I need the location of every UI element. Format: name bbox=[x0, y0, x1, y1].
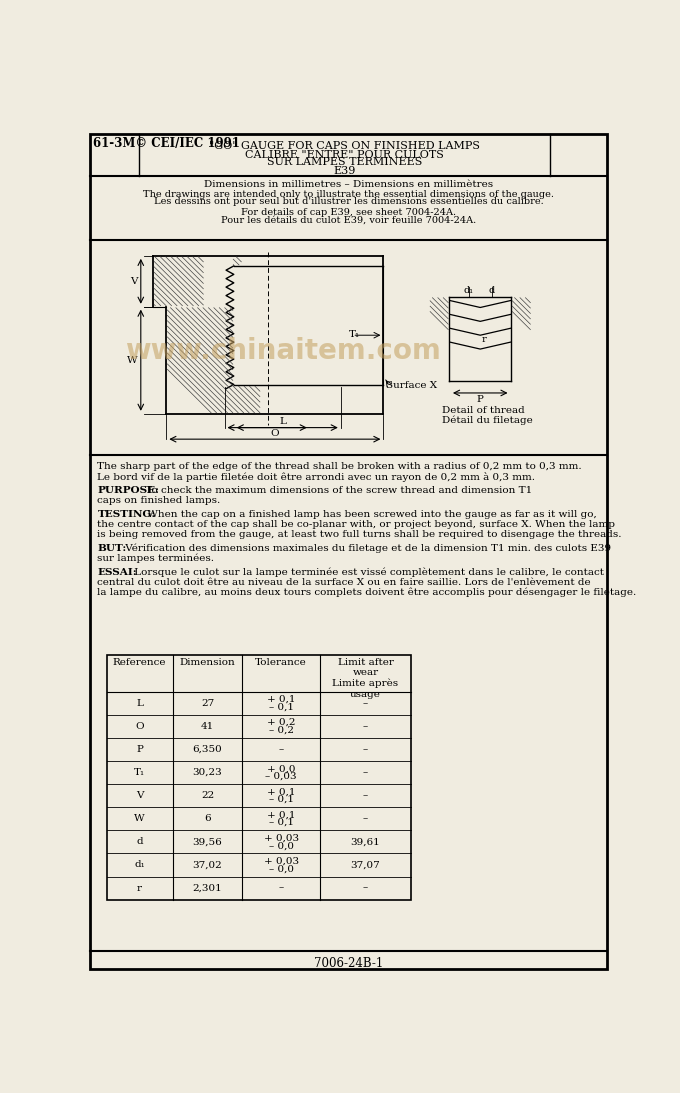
Text: is being removed from the gauge, at least two full turns shall be required to di: is being removed from the gauge, at leas… bbox=[97, 530, 622, 539]
Text: Dimensions in millimetres – Dimensions en millimètres: Dimensions in millimetres – Dimensions e… bbox=[204, 180, 493, 189]
Text: – 0,1: – 0,1 bbox=[269, 819, 294, 827]
Text: The drawings are intended only to illustrate the essential dimensions of the gau: The drawings are intended only to illust… bbox=[143, 190, 554, 199]
Text: 6,350: 6,350 bbox=[192, 745, 222, 754]
Text: 27: 27 bbox=[201, 698, 214, 708]
Text: + 0,1: + 0,1 bbox=[267, 810, 295, 820]
Text: Pour les détails du culot E39, voir feuille 7004-24A.: Pour les détails du culot E39, voir feui… bbox=[221, 215, 476, 225]
Text: d₁: d₁ bbox=[464, 286, 474, 295]
Text: Detail of thread: Detail of thread bbox=[441, 407, 524, 415]
Text: ESSAI:: ESSAI: bbox=[97, 567, 137, 577]
Text: – 0,0: – 0,0 bbox=[269, 865, 294, 873]
Text: CALIBRE "ENTRE" POUR CULOTS: CALIBRE "ENTRE" POUR CULOTS bbox=[245, 150, 444, 160]
Text: –: – bbox=[363, 883, 368, 893]
Text: T₁: T₁ bbox=[348, 330, 360, 339]
Text: + 0,03: + 0,03 bbox=[264, 834, 299, 843]
Text: la lampe du calibre, au moins deux tours complets doivent être accomplis pour dé: la lampe du calibre, au moins deux tours… bbox=[97, 588, 636, 597]
Text: + 0,2: + 0,2 bbox=[267, 718, 295, 727]
Text: E39: E39 bbox=[333, 166, 356, 176]
Text: – 0,1: – 0,1 bbox=[269, 795, 294, 804]
Text: V: V bbox=[130, 277, 137, 285]
Text: r: r bbox=[137, 883, 142, 893]
Text: 2,301: 2,301 bbox=[192, 883, 222, 893]
Text: Lorsque le culot sur la lampe terminée est vissé complètement dans le calibre, l: Lorsque le culot sur la lampe terminée e… bbox=[131, 567, 604, 577]
Text: –: – bbox=[278, 883, 284, 893]
Text: 37,07: 37,07 bbox=[351, 860, 380, 869]
Text: The sharp part of the edge of the thread shall be broken with a radius of 0,2 mm: The sharp part of the edge of the thread… bbox=[97, 462, 582, 471]
Text: Reference: Reference bbox=[113, 658, 167, 667]
Text: – 0,2: – 0,2 bbox=[269, 726, 294, 734]
Text: –: – bbox=[363, 768, 368, 777]
Text: d₁: d₁ bbox=[134, 860, 145, 869]
Text: L: L bbox=[136, 698, 143, 708]
Text: 39,56: 39,56 bbox=[192, 837, 222, 846]
Text: –: – bbox=[278, 745, 284, 754]
Text: –: – bbox=[363, 791, 368, 800]
Text: central du culot doit être au niveau de la surface X ou en faire saillie. Lors d: central du culot doit être au niveau de … bbox=[97, 578, 591, 587]
Text: – 0,1: – 0,1 bbox=[269, 703, 294, 712]
Text: Tolerance: Tolerance bbox=[255, 658, 307, 667]
Text: To check the maximum dimensions of the screw thread and dimension T1: To check the maximum dimensions of the s… bbox=[142, 486, 532, 495]
Text: 22: 22 bbox=[201, 791, 214, 800]
Text: Les dessins ont pour seul but d'illustrer les dimensions essentielles du calibre: Les dessins ont pour seul but d'illustre… bbox=[154, 198, 543, 207]
Text: r: r bbox=[482, 336, 487, 344]
Text: L: L bbox=[279, 418, 286, 426]
Text: Vérification des dimensions maximales du filetage et de la dimension T1 min. des: Vérification des dimensions maximales du… bbox=[122, 544, 611, 553]
Text: + 0,0: + 0,0 bbox=[267, 764, 295, 773]
Text: Surface X: Surface X bbox=[386, 381, 437, 390]
Text: 39,61: 39,61 bbox=[351, 837, 380, 846]
Text: When the cap on a finished lamp has been screwed into the gauge as far as it wil: When the cap on a finished lamp has been… bbox=[144, 510, 596, 519]
Text: For details of cap E39, see sheet 7004-24A.: For details of cap E39, see sheet 7004-2… bbox=[241, 208, 456, 218]
Text: 30,23: 30,23 bbox=[192, 768, 222, 777]
Text: –: – bbox=[363, 814, 368, 823]
Text: TESTING:: TESTING: bbox=[97, 510, 156, 519]
Text: Détail du filetage: Détail du filetage bbox=[441, 415, 532, 425]
Text: W: W bbox=[135, 814, 145, 823]
Text: caps on finished lamps.: caps on finished lamps. bbox=[97, 496, 220, 505]
Text: 7006-24B-1: 7006-24B-1 bbox=[314, 956, 383, 969]
Text: P: P bbox=[477, 395, 483, 403]
Text: P: P bbox=[136, 745, 143, 754]
Text: d: d bbox=[136, 837, 143, 846]
Text: + 0,1: + 0,1 bbox=[267, 695, 295, 704]
Text: www.chinaitem.com: www.chinaitem.com bbox=[124, 337, 441, 365]
Text: Dimension: Dimension bbox=[180, 658, 235, 667]
Text: W: W bbox=[127, 355, 137, 365]
Text: the centre contact of the cap shall be co-planar with, or project beyond, surfac: the centre contact of the cap shall be c… bbox=[97, 520, 615, 529]
Text: 41: 41 bbox=[201, 721, 214, 731]
Text: 6: 6 bbox=[204, 814, 211, 823]
Text: 61-3M© CEI/IEC 1991: 61-3M© CEI/IEC 1991 bbox=[92, 138, 239, 151]
Text: + 0,1: + 0,1 bbox=[267, 787, 295, 797]
Text: V: V bbox=[136, 791, 143, 800]
Text: T₁: T₁ bbox=[134, 768, 146, 777]
Text: Limit after
wear
Limite après
usage: Limit after wear Limite après usage bbox=[333, 658, 398, 698]
Text: "GO" GAUGE FOR CAPS ON FINISHED LAMPS: "GO" GAUGE FOR CAPS ON FINISHED LAMPS bbox=[209, 141, 480, 151]
Text: sur lampes terminées.: sur lampes terminées. bbox=[97, 554, 214, 563]
Text: Le bord vif de la partie filetée doit être arrondi avec un rayon de 0,2 mm à 0,3: Le bord vif de la partie filetée doit êt… bbox=[97, 472, 535, 482]
Bar bbox=[107, 655, 411, 900]
Text: –: – bbox=[363, 698, 368, 708]
Text: O: O bbox=[135, 721, 144, 731]
Text: PURPOSE:: PURPOSE: bbox=[97, 486, 159, 495]
Text: BUT:: BUT: bbox=[97, 544, 126, 553]
Text: d: d bbox=[489, 286, 495, 295]
Text: – 0,03: – 0,03 bbox=[265, 772, 297, 780]
Text: 37,02: 37,02 bbox=[192, 860, 222, 869]
Text: – 0,0: – 0,0 bbox=[269, 842, 294, 850]
Text: + 0,03: + 0,03 bbox=[264, 857, 299, 866]
Text: –: – bbox=[363, 745, 368, 754]
Text: SUR LAMPES TERMINEES: SUR LAMPES TERMINEES bbox=[267, 157, 422, 167]
Text: O: O bbox=[271, 428, 279, 437]
Text: –: – bbox=[363, 721, 368, 731]
